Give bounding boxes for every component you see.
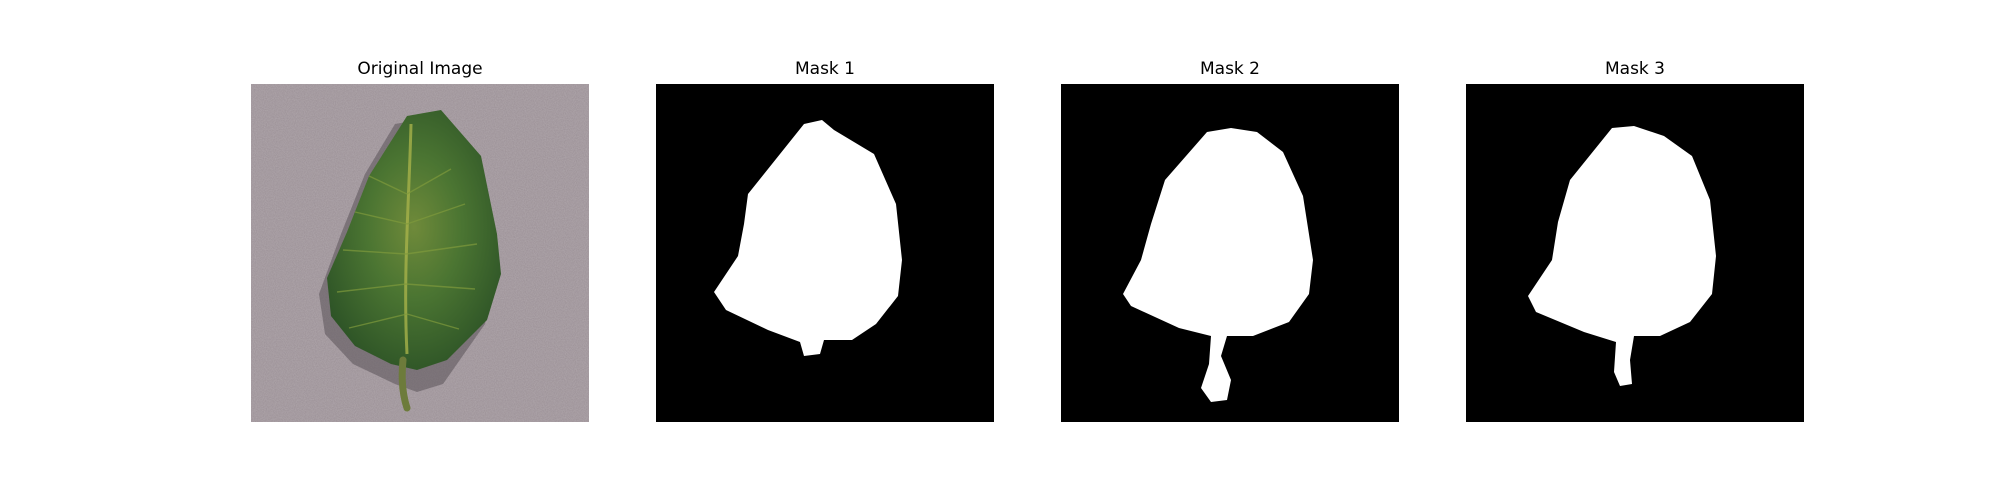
mask-3-image xyxy=(1466,84,1804,422)
mask-2-foreground xyxy=(1123,128,1313,402)
original-image-panel: Original Image xyxy=(251,58,589,422)
leaf-stem xyxy=(398,356,411,412)
mask-3-panel: Mask 3 xyxy=(1466,58,1804,422)
mask-3-foreground xyxy=(1528,126,1716,386)
mask-1-foreground xyxy=(714,120,902,356)
panel-title-original: Original Image xyxy=(357,59,483,79)
mask-2-image xyxy=(1061,84,1399,422)
mask-2-panel: Mask 2 xyxy=(1061,58,1399,422)
leaf-shape xyxy=(327,110,501,370)
panel-title-mask-1: Mask 1 xyxy=(794,59,855,79)
panel-title-mask-3: Mask 3 xyxy=(1604,59,1665,79)
original-leaf-photo xyxy=(251,84,589,422)
mask-1-image xyxy=(656,84,994,422)
panel-title-mask-2: Mask 2 xyxy=(1199,59,1260,79)
mask-1-panel: Mask 1 xyxy=(656,58,994,422)
